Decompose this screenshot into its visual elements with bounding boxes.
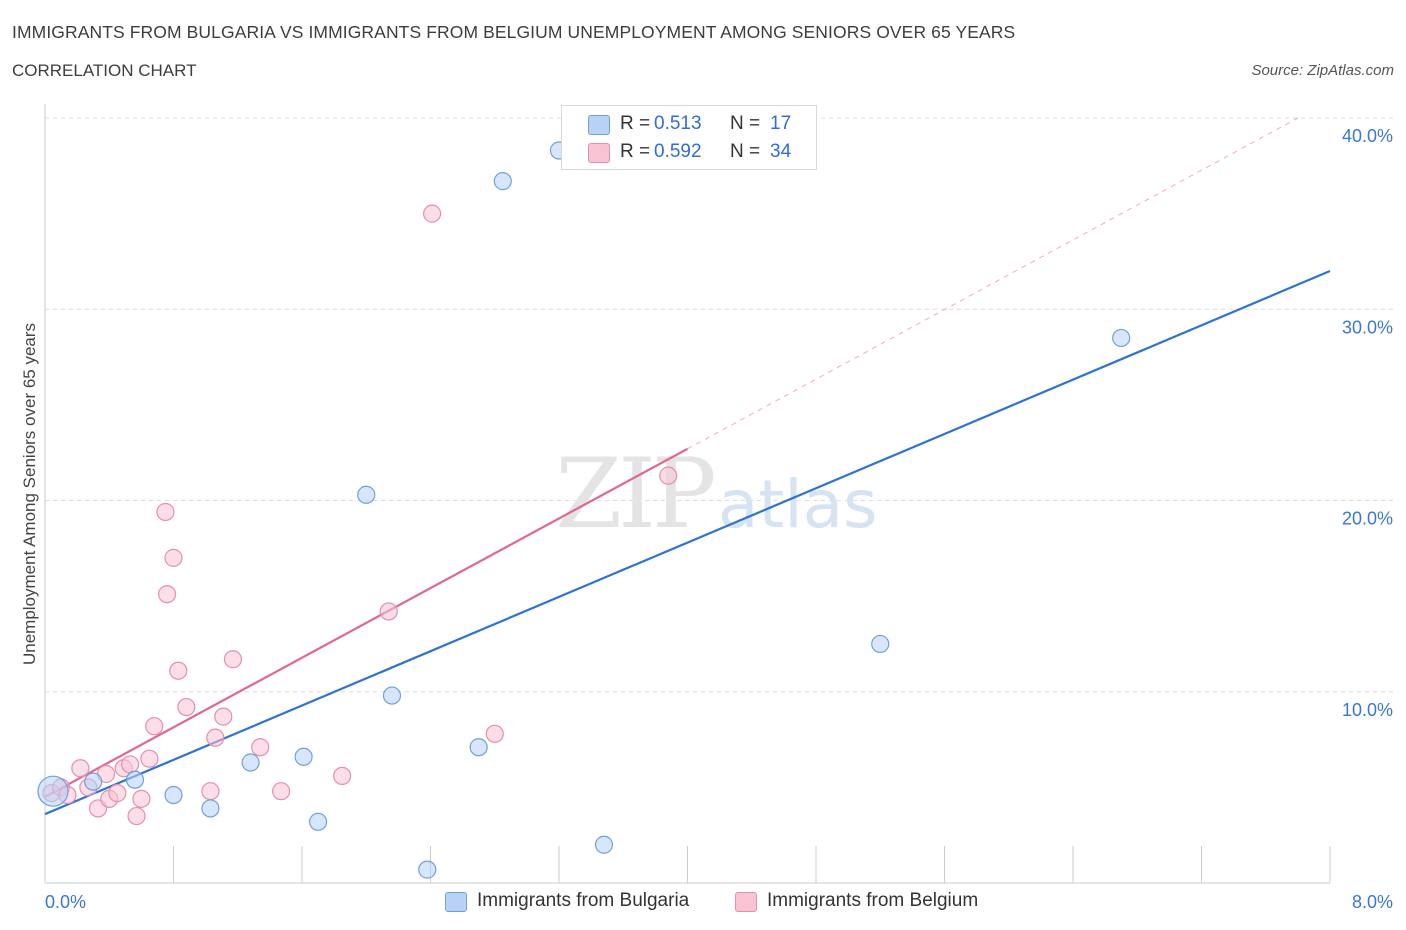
belgium-point: [214, 707, 233, 726]
x-tick-label: 8.0%: [1352, 892, 1393, 912]
r-label: R =: [620, 113, 651, 134]
bulgaria-point: [125, 770, 145, 789]
n-value: 34: [770, 141, 792, 162]
y-tick-label: 10.0%: [1342, 700, 1393, 720]
n-label: N =: [730, 113, 761, 134]
belgium-trend-line: [44, 447, 689, 798]
bulgaria-point: [493, 172, 512, 191]
legend-row-bulgaria: R = 0.513 N = 17: [562, 111, 816, 139]
belgium-point: [333, 766, 352, 786]
correlation-legend: R = 0.513 N = 17 R = 0.592 N = 34: [561, 105, 817, 170]
chart-subtitle: CORRELATION CHART: [12, 61, 197, 80]
bulgaria-point: [357, 485, 376, 504]
chart-title: IMMIGRANTS FROM BULGARIA VS IMMIGRANTS F…: [12, 22, 1016, 42]
bulgaria-legend-swatch: [445, 892, 467, 912]
bulgaria-point: [308, 812, 328, 831]
belgium-point: [201, 782, 220, 801]
bulgaria-swatch: [588, 115, 610, 135]
bulgaria-point: [594, 835, 614, 854]
bulgaria-point: [241, 753, 260, 772]
bulgaria-point: [1112, 328, 1131, 348]
y-tick-label: 30.0%: [1342, 317, 1393, 337]
legend-row-belgium: R = 0.592 N = 34: [562, 139, 816, 167]
belgium-point: [132, 789, 151, 808]
y-tick-label: 20.0%: [1342, 509, 1393, 529]
watermark-zip: ZIP: [555, 438, 714, 550]
belgium-point: [164, 548, 183, 567]
belgium-point: [223, 650, 243, 669]
belgium-point: [177, 697, 196, 717]
bulgaria-point: [201, 799, 220, 818]
belgium-point: [485, 724, 504, 743]
belgium-point: [71, 759, 90, 778]
bulgaria-legend-label: Immigrants from Bulgaria: [477, 890, 690, 911]
bulgaria-point: [469, 738, 488, 757]
watermark-atlas: atlas: [718, 466, 878, 543]
bulgaria-point: [418, 860, 437, 879]
bulgaria-point: [871, 634, 890, 654]
belgium-point: [206, 728, 225, 747]
belgium-point: [127, 806, 146, 826]
belgium-point: [156, 502, 175, 522]
belgium-swatch: [588, 143, 610, 163]
bulgaria-point: [382, 686, 402, 705]
belgium-point: [659, 466, 678, 485]
belgium-legend-label: Immigrants from Belgium: [767, 890, 979, 911]
n-value: 17: [770, 113, 792, 134]
bulgaria-point: [84, 772, 103, 791]
belgium-point: [272, 782, 291, 801]
belgium-point: [121, 755, 140, 774]
y-tick-label: 40.0%: [1342, 126, 1393, 146]
bulgaria-point: [164, 785, 183, 805]
belgium-point: [251, 738, 270, 757]
bulgaria-trend-line: [44, 269, 1331, 816]
belgium-point: [157, 585, 177, 604]
belgium-point: [169, 661, 188, 680]
belgium-point: [140, 749, 159, 768]
r-value: 0.592: [654, 141, 702, 162]
n-label: N =: [730, 141, 761, 162]
bulgaria-point: [294, 747, 313, 766]
belgium-point: [145, 717, 164, 736]
r-label: R =: [620, 141, 651, 162]
x-tick-label: 0.0%: [45, 892, 86, 912]
belgium-legend-swatch: [735, 892, 757, 912]
belgium-point: [379, 602, 398, 621]
r-value: 0.513: [654, 113, 702, 134]
bulgaria-point: [37, 775, 69, 807]
belgium-point: [108, 784, 127, 803]
belgium-point: [423, 204, 442, 223]
source-attribution: Source: ZipAtlas.com: [1251, 62, 1394, 79]
